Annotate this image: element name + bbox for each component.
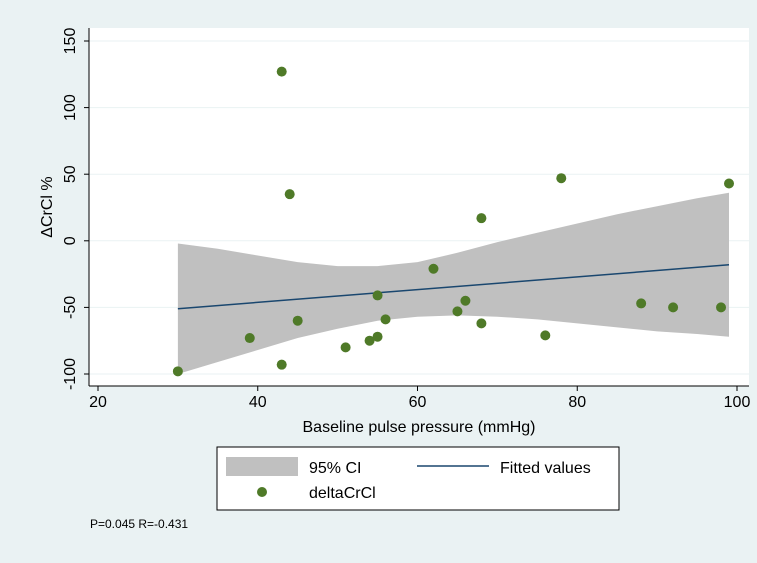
data-point bbox=[284, 189, 295, 200]
data-point bbox=[476, 213, 487, 224]
y-tick-label: 100 bbox=[62, 94, 79, 121]
legend-points-swatch bbox=[257, 487, 267, 497]
legend-box bbox=[216, 446, 620, 511]
fitted-line bbox=[177, 264, 730, 310]
data-point bbox=[428, 263, 439, 274]
data-point bbox=[556, 173, 567, 184]
data-point bbox=[372, 290, 383, 301]
scatter-points bbox=[172, 66, 735, 377]
x-tick-label: 40 bbox=[249, 394, 267, 411]
data-point bbox=[540, 330, 551, 341]
data-point bbox=[476, 318, 487, 329]
data-point bbox=[364, 335, 375, 346]
y-tick-label: 0 bbox=[62, 236, 79, 245]
fitted-line-layer bbox=[177, 264, 730, 310]
data-point bbox=[340, 342, 351, 353]
x-axis-label: Baseline pulse pressure (mmHg) bbox=[303, 419, 536, 436]
legend: 95% CI Fitted values deltaCrCl bbox=[216, 446, 620, 511]
ci-band bbox=[177, 192, 729, 374]
ticks: -100 -50 0 50 100 150 20 40 60 80 100 bbox=[62, 28, 750, 411]
x-tick-label: 60 bbox=[409, 394, 427, 411]
data-point bbox=[372, 331, 383, 342]
data-point bbox=[716, 302, 727, 313]
data-point bbox=[380, 314, 391, 325]
data-point bbox=[724, 178, 735, 189]
axes bbox=[88, 28, 749, 387]
data-point bbox=[668, 302, 679, 313]
legend-points-label: deltaCrCl bbox=[309, 485, 376, 502]
legend-ci-swatch bbox=[226, 457, 298, 476]
data-point bbox=[244, 333, 255, 344]
x-tick-label: 100 bbox=[724, 394, 751, 411]
x-tick-label: 20 bbox=[89, 394, 107, 411]
data-point bbox=[276, 359, 287, 370]
legend-ci-label: 95% CI bbox=[309, 460, 361, 477]
legend-fit-label: Fitted values bbox=[500, 460, 591, 477]
y-axis-label: ΔCrCl % bbox=[39, 176, 56, 237]
data-point bbox=[172, 366, 183, 377]
stats-footnote: P=0.045 R=-0.431 bbox=[90, 517, 189, 531]
data-point bbox=[636, 298, 647, 309]
ci-band-layer bbox=[177, 192, 729, 374]
y-tick-label: -50 bbox=[62, 296, 79, 319]
data-point bbox=[292, 315, 303, 326]
data-point bbox=[452, 306, 463, 317]
y-tick-label: 150 bbox=[62, 28, 79, 55]
y-tick-label: 50 bbox=[62, 165, 79, 183]
data-point bbox=[460, 295, 471, 306]
x-tick-label: 80 bbox=[568, 394, 586, 411]
data-point bbox=[276, 66, 287, 77]
y-tick-label: -100 bbox=[62, 358, 79, 390]
